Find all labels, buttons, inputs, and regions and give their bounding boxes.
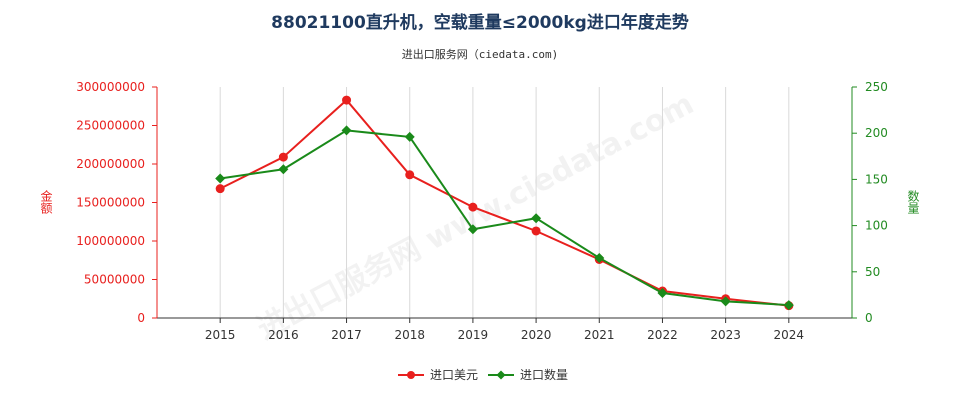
chart-title: 88021100直升机，空载重量≤2000kg进口年度走势 (271, 13, 689, 33)
legend-swatch-marker (496, 370, 506, 380)
right-axis-tick-label: 100 (865, 219, 888, 233)
x-axis-tick-label: 2019 (458, 328, 489, 342)
left-axis-tick-label: 250000000 (76, 119, 145, 133)
right-axis-tick-label: 250 (865, 80, 888, 94)
series-point-1 (215, 173, 226, 184)
right-axis-tick-label: 50 (865, 265, 880, 279)
legend-label: 进口美元 (430, 368, 478, 382)
x-axis-tick-label: 2015 (205, 328, 236, 342)
right-axis-title: 数量 (906, 189, 920, 214)
series-line-0 (219, 98, 789, 307)
series-point-1 (341, 125, 352, 136)
x-axis-tick-label: 2016 (268, 328, 299, 342)
right-axis-tick-label: 200 (865, 126, 888, 140)
x-axis-tick-label: 2021 (584, 328, 615, 342)
series-point-0 (468, 202, 478, 212)
series-point-1 (657, 288, 668, 299)
series-point-1 (467, 224, 478, 235)
series-point-1 (278, 164, 289, 175)
x-axis-tick-label: 2022 (647, 328, 678, 342)
series-point-0 (531, 226, 541, 236)
series-point-0 (278, 152, 288, 162)
series-point-0 (405, 170, 415, 180)
series-point-0 (215, 184, 225, 194)
x-axis-tick-label: 2017 (331, 328, 362, 342)
left-axis-tick-label: 100000000 (76, 234, 145, 248)
series-point-1 (404, 131, 415, 142)
left-axis-tick-label: 50000000 (84, 273, 145, 287)
series-point-0 (342, 95, 352, 105)
left-axis-title: 金额 (39, 189, 53, 215)
x-axis-tick-label: 2024 (774, 328, 805, 342)
x-axis-tick-label: 2023 (710, 328, 741, 342)
left-axis-tick-label: 300000000 (76, 80, 145, 94)
x-axis-tick-label: 2020 (521, 328, 552, 342)
series-line-1 (220, 129, 789, 307)
series-point-1 (594, 252, 605, 263)
x-axis-tick-label: 2018 (394, 328, 425, 342)
left-axis-tick-label: 200000000 (76, 157, 145, 171)
left-axis-tick-label: 0 (137, 311, 145, 325)
series-point-1 (783, 300, 794, 311)
legend-swatch-marker (407, 371, 415, 379)
series-point-1 (720, 296, 731, 307)
right-axis-tick-label: 150 (865, 172, 888, 186)
right-axis-tick-label: 0 (865, 311, 873, 325)
legend-label: 进口数量 (520, 367, 568, 382)
chart-subtitle: 进出口服务网（ciedata.com) (401, 48, 559, 61)
series-point-1 (531, 213, 542, 224)
left-axis-tick-label: 150000000 (76, 196, 145, 210)
